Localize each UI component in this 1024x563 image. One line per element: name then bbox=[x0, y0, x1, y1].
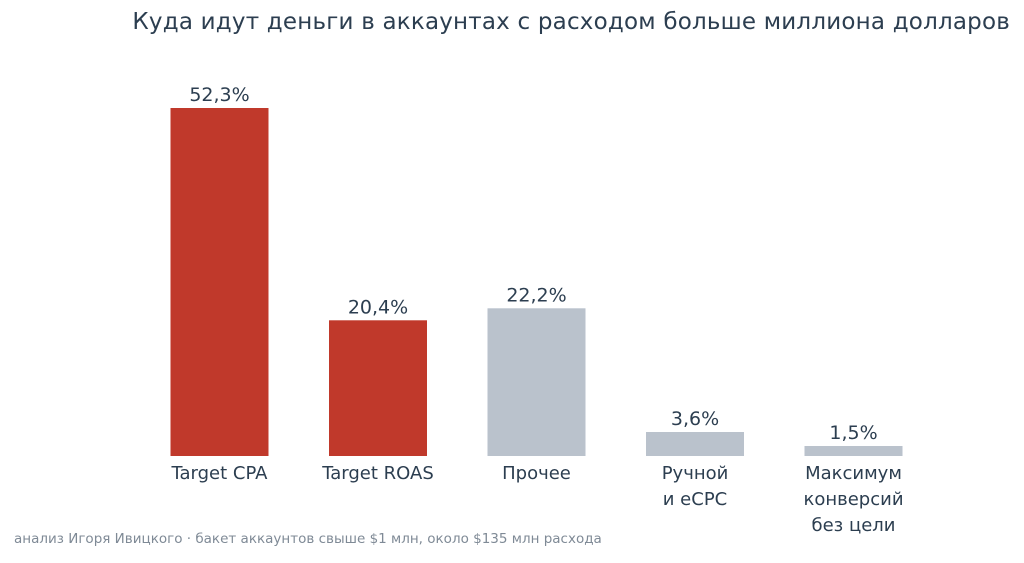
value-label-2: 22,2% bbox=[506, 284, 566, 306]
bar-0 bbox=[170, 108, 269, 456]
source-caption: анализ Игоря Ивицкого · бакет аккаунтов … bbox=[14, 531, 602, 547]
value-label-4: 1,5% bbox=[829, 422, 877, 444]
category-label-3: Ручной и eCPC bbox=[662, 463, 729, 510]
category-label-2: Прочее bbox=[502, 463, 571, 484]
bar-1 bbox=[329, 320, 427, 456]
bar-3 bbox=[646, 432, 744, 456]
bar-4 bbox=[804, 446, 903, 456]
category-label-0: Target CPA bbox=[171, 463, 269, 484]
value-label-1: 20,4% bbox=[348, 296, 408, 318]
category-label-4: Максимум конверсий без цели bbox=[803, 463, 903, 536]
bar-2 bbox=[487, 308, 586, 456]
value-label-0: 52,3% bbox=[189, 84, 249, 106]
value-label-3: 3,6% bbox=[671, 408, 719, 430]
category-label-1: Target ROAS bbox=[321, 463, 434, 484]
chart-title: Куда идут деньги в аккаунтах с расходом … bbox=[132, 9, 1010, 35]
